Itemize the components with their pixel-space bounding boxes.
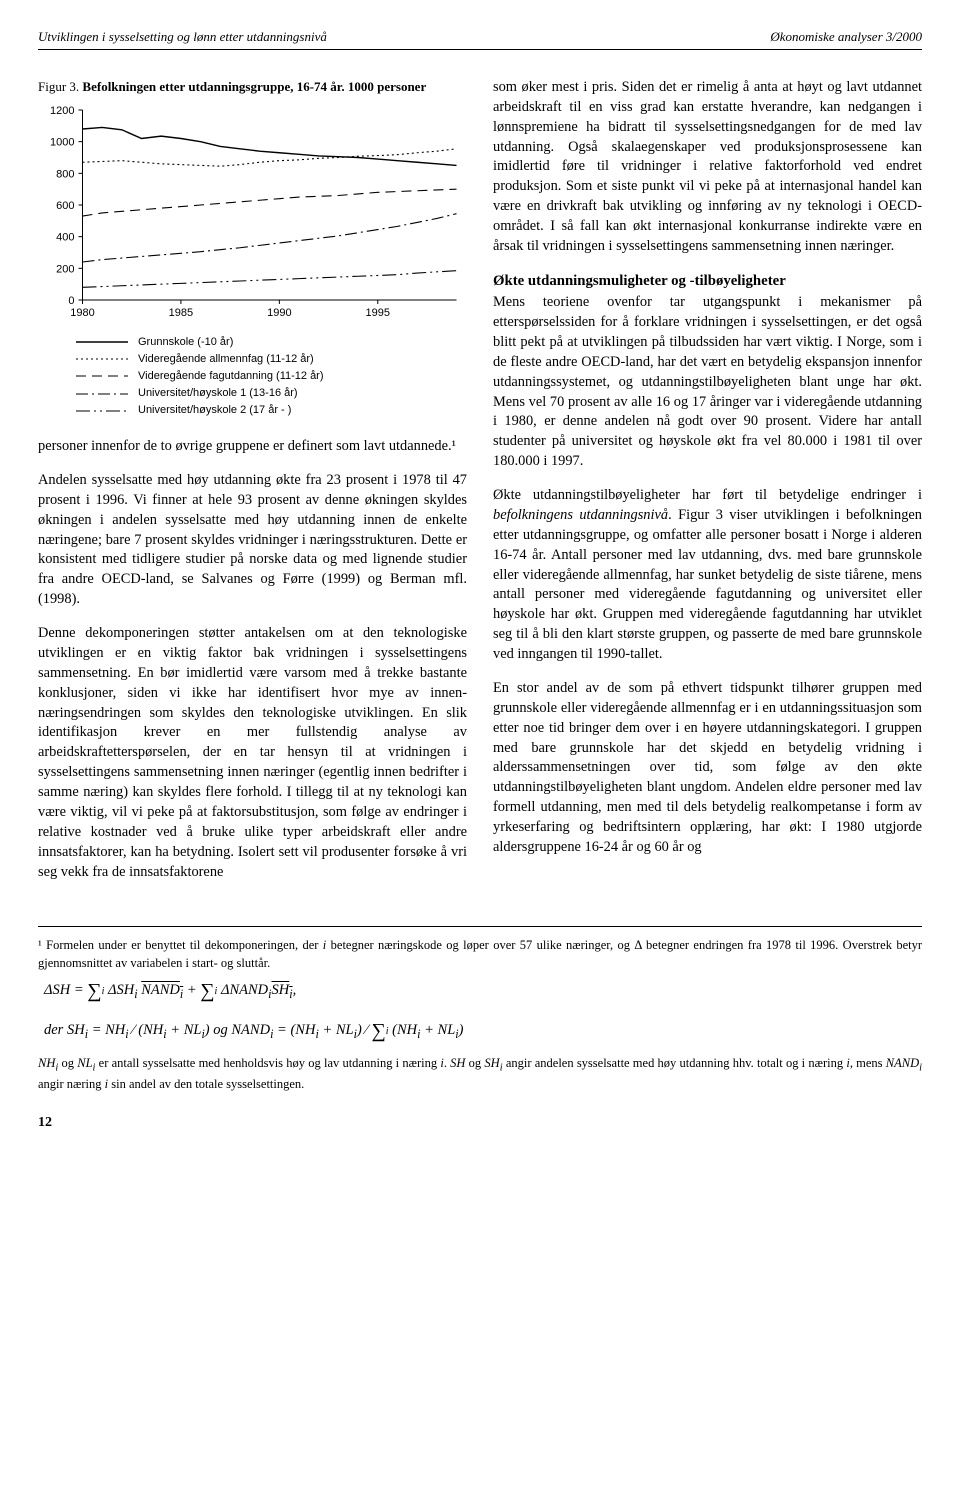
- svg-text:1985: 1985: [169, 307, 193, 319]
- svg-text:1995: 1995: [366, 307, 390, 319]
- left-para-1: personer innenfor de to øvrige gruppene …: [38, 437, 467, 457]
- right-para-2: Mens teoriene ovenfor tar utgangspunkt i…: [493, 293, 922, 472]
- formula-2: der SHi = NHi ∕ (NHi + NLi) og NANDi = (…: [38, 1012, 922, 1052]
- figure-caption: Figur 3. Befolkningen etter utdanningsgr…: [38, 78, 467, 96]
- header-left: Utviklingen i sysselsetting og lønn ette…: [38, 28, 327, 46]
- left-para-2: Andelen sysselsatte med høy utdanning øk…: [38, 471, 467, 610]
- figure-label: Figur 3.: [38, 79, 79, 94]
- right-column: som øker mest i pris. Siden det er rimel…: [493, 78, 922, 897]
- legend-item: Videregående allmennfag (11-12 år): [76, 351, 467, 368]
- legend-label: Videregående fagutdanning (11-12 år): [138, 368, 324, 385]
- figure-title: Befolkningen etter utdanningsgruppe, 16-…: [82, 79, 426, 94]
- legend-swatch-icon: [76, 370, 128, 382]
- svg-text:600: 600: [56, 200, 74, 212]
- section-heading: Økte utdanningsmuligheter og -tilbøyelig…: [493, 271, 922, 291]
- two-column-layout: Figur 3. Befolkningen etter utdanningsgr…: [38, 78, 922, 897]
- svg-text:1980: 1980: [70, 307, 94, 319]
- svg-text:800: 800: [56, 168, 74, 180]
- svg-text:1990: 1990: [267, 307, 291, 319]
- legend-item: Videregående fagutdanning (11-12 år): [76, 368, 467, 385]
- left-column: Figur 3. Befolkningen etter utdanningsgr…: [38, 78, 467, 897]
- legend-item: Universitet/høyskole 2 (17 år - ): [76, 402, 467, 419]
- legend-swatch-icon: [76, 388, 128, 400]
- footnote-block: ¹ Formelen under er benyttet til dekompo…: [38, 926, 922, 1093]
- right-para-1: som øker mest i pris. Siden det er rimel…: [493, 78, 922, 257]
- svg-text:400: 400: [56, 232, 74, 244]
- footnote-text-2: NHi og NLi er antall sysselsatte med hen…: [38, 1055, 922, 1093]
- legend-swatch-icon: [76, 405, 128, 417]
- header-right: Økonomiske analyser 3/2000: [770, 28, 922, 46]
- legend-label: Universitet/høyskole 2 (17 år - ): [138, 402, 291, 419]
- page-number: 12: [38, 1113, 922, 1132]
- right-para-3: Økte utdanningstilbøyeligheter har ført …: [493, 486, 922, 665]
- legend-swatch-icon: [76, 353, 128, 365]
- svg-text:0: 0: [68, 295, 74, 307]
- legend-swatch-icon: [76, 336, 128, 348]
- chart-svg: 0 200 400 600 800 1000 1200 1980 1985 1990 1995: [38, 104, 467, 322]
- legend-label: Videregående allmennfag (11-12 år): [138, 351, 314, 368]
- page-header: Utviklingen i sysselsetting og lønn ette…: [38, 28, 922, 50]
- legend-item: Universitet/høyskole 1 (13-16 år): [76, 385, 467, 402]
- left-para-3: Denne dekomponeringen støtter antakelsen…: [38, 624, 467, 882]
- right-para-4: En stor andel av de som på ethvert tidsp…: [493, 679, 922, 858]
- svg-text:1000: 1000: [50, 137, 74, 149]
- line-chart: 0 200 400 600 800 1000 1200 1980 1985 1990 1995: [38, 104, 467, 322]
- footnote-text-1: ¹ Formelen under er benyttet til dekompo…: [38, 937, 922, 972]
- chart-legend: Grunnskole (-10 år)Videregående allmennf…: [38, 334, 467, 419]
- svg-text:200: 200: [56, 263, 74, 275]
- legend-label: Universitet/høyskole 1 (13-16 år): [138, 385, 298, 402]
- svg-text:1200: 1200: [50, 105, 74, 117]
- formula-1: ΔSH = ∑i ΔSHi NANDi + ∑i ΔNANDiSHi,: [38, 972, 922, 1012]
- legend-label: Grunnskole (-10 år): [138, 334, 233, 351]
- legend-item: Grunnskole (-10 år): [76, 334, 467, 351]
